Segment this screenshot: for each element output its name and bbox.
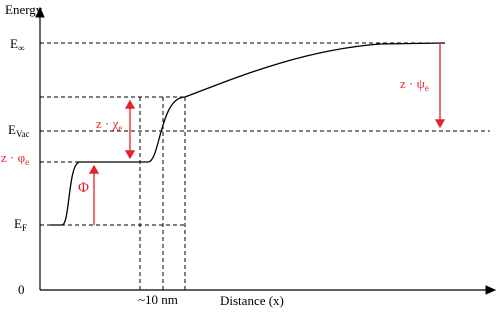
e-inf-label: E∞ — [10, 36, 24, 53]
label-base: z · φ — [1, 150, 25, 165]
label-base: E — [14, 216, 22, 231]
label-sub: e — [118, 123, 122, 133]
energy-curve — [50, 42, 446, 226]
label-sub: e — [425, 83, 429, 93]
label-base: z · χ — [96, 116, 119, 131]
e-vac-label: EVac — [8, 122, 29, 139]
label-sub: ∞ — [18, 43, 24, 53]
label-sub: F — [22, 223, 27, 233]
e-f-label: EF — [14, 216, 27, 233]
y-axis-label: Energy — [5, 2, 43, 17]
x-axis-label: Distance (x) — [220, 293, 284, 308]
label-sub: e — [25, 157, 29, 167]
label-base: z · ψ — [400, 76, 425, 91]
psi-e-label: z · ψe — [400, 76, 429, 93]
work-function-label: Φ — [78, 180, 89, 196]
label-sub: Vac — [16, 129, 30, 139]
phi-e-label: z · φe — [1, 150, 29, 167]
chi-e-label: z · χe — [96, 116, 122, 133]
width-label: ~10 nm — [138, 292, 178, 307]
label-base: E — [10, 36, 18, 51]
label-base: E — [8, 122, 16, 137]
origin-label: 0 — [18, 282, 25, 297]
